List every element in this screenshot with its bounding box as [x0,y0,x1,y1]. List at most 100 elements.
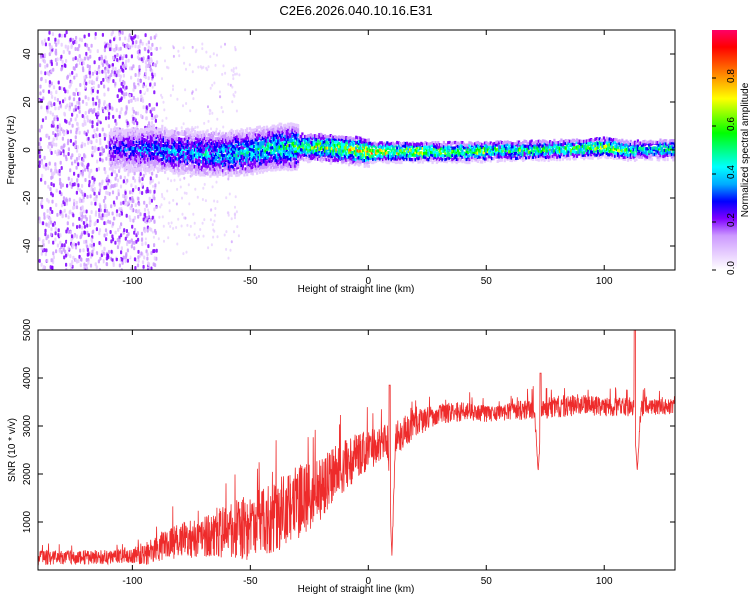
spectrogram-cell [105,66,108,71]
spectrogram-cell [78,97,81,102]
spectrogram-cell [294,149,297,153]
spectrogram-cell [227,167,230,171]
spectrogram-cell [281,165,284,169]
spectrogram-cell [189,224,192,228]
spectrogram-cell [314,136,317,140]
spectrogram-cell [281,138,284,142]
spectrogram-cell [120,222,123,227]
spectrogram-cell [250,154,253,158]
spectrogram-cell [162,164,165,168]
spectrogram-cell [284,160,287,164]
spectrogram-cell [154,118,157,123]
spectrogram-cell [297,152,300,156]
spectrogram-cell [284,142,287,146]
spectrogram-cell [139,113,143,118]
spectrogram-cell [234,45,237,49]
spectrogram-cell [219,156,222,160]
spectrogram-cell [102,251,105,256]
spectrogram-cell [233,230,235,234]
spectrogram-cell [144,60,147,65]
spectrogram-cell [224,172,228,176]
spectrogram-cell [104,71,107,76]
spectrogram-cell [65,157,68,162]
spectrogram-cell [83,56,86,61]
spectrogram-cell [75,165,78,170]
spectrogram-cell [116,53,119,57]
spectrogram-cell [134,97,137,102]
spectrogram-cell [233,137,236,141]
spectrogram-cell [278,152,281,156]
spectrogram-cell [188,150,191,154]
spectrogram-cell [264,135,267,139]
spectrogram-cell [110,167,113,171]
spectrogram-cell [124,141,127,145]
spectrogram-cell [145,160,148,164]
spectrogram-cell [114,157,117,162]
spectrogram-cell [139,172,142,176]
spectrogram-cell [210,156,213,160]
spectrogram-cell [108,153,111,157]
spectrogram-cell [60,54,63,59]
spectrogram-cell [292,164,295,168]
spectrogram-cell [161,144,164,148]
spectrogram-cell [183,166,186,170]
spectrogram-cell [241,138,244,142]
spectrogram-cell [132,64,135,69]
spectrogram-cell [147,244,150,249]
spectrogram-cell [243,156,246,160]
spectrogram-cell [182,122,185,126]
spectrogram-cell [92,182,95,187]
spectrogram-cell [290,139,293,143]
spectrogram-cell [212,159,215,163]
spectrogram-cell [291,128,294,132]
spectrogram-cell [153,219,156,224]
spectrogram-cell [151,166,154,170]
spectrogram-cell [147,132,150,136]
spectrogram-cell [166,135,169,139]
spectrogram-cell [105,190,108,195]
spectrogram-cell [148,144,151,149]
spectrogram-cell [120,142,123,146]
spectrogram-cell [125,158,128,162]
spectrogram-cell [137,73,140,78]
spectrogram-cell [215,127,218,131]
spectrogram-cell [331,159,334,163]
spectrogram-cell [244,151,247,155]
spectrogram-cell [164,131,167,135]
spectrogram-cell [285,135,288,139]
spectrogram-cell [268,127,271,131]
spectrogram-cell [223,145,226,149]
spectrogram-cell [73,205,76,210]
spectrogram-cell [253,160,256,164]
spectrogram-cell [172,84,174,88]
spectrogram-cell [261,129,264,133]
spectrogram-cell [127,144,130,148]
spectrogram-cell [297,133,300,137]
spectrogram-cell [150,52,153,56]
spectrogram-cell [108,141,111,145]
spectrogram-cell [301,156,304,160]
spectrogram-cell [76,58,79,62]
spectrogram-cell [216,200,219,204]
spectrogram-cell [244,129,247,133]
spectrogram-cell [128,136,131,140]
spectrogram-cell [261,170,264,174]
spectrogram-cell [251,172,254,176]
spectrogram-cell [182,46,185,50]
spectrogram-cell [181,171,184,175]
spectrogram-cell [181,159,184,163]
spectrogram-cell [64,249,67,254]
spectrogram-cell [113,254,116,259]
spectrogram-cell [216,174,219,178]
spectrogram-cell [220,164,223,168]
spectrogram-cell [214,213,217,217]
spectrogram-cell [115,137,119,141]
spectrogram-cell [205,147,208,151]
spectrogram-cell [166,189,169,193]
spectrogram-cell [265,165,269,169]
spectrogram-cell [239,163,242,167]
spectrogram-cell [168,150,171,154]
spectrogram-cell [135,167,138,171]
spectrogram-cell [280,152,283,156]
spectrogram-cell [112,216,116,221]
